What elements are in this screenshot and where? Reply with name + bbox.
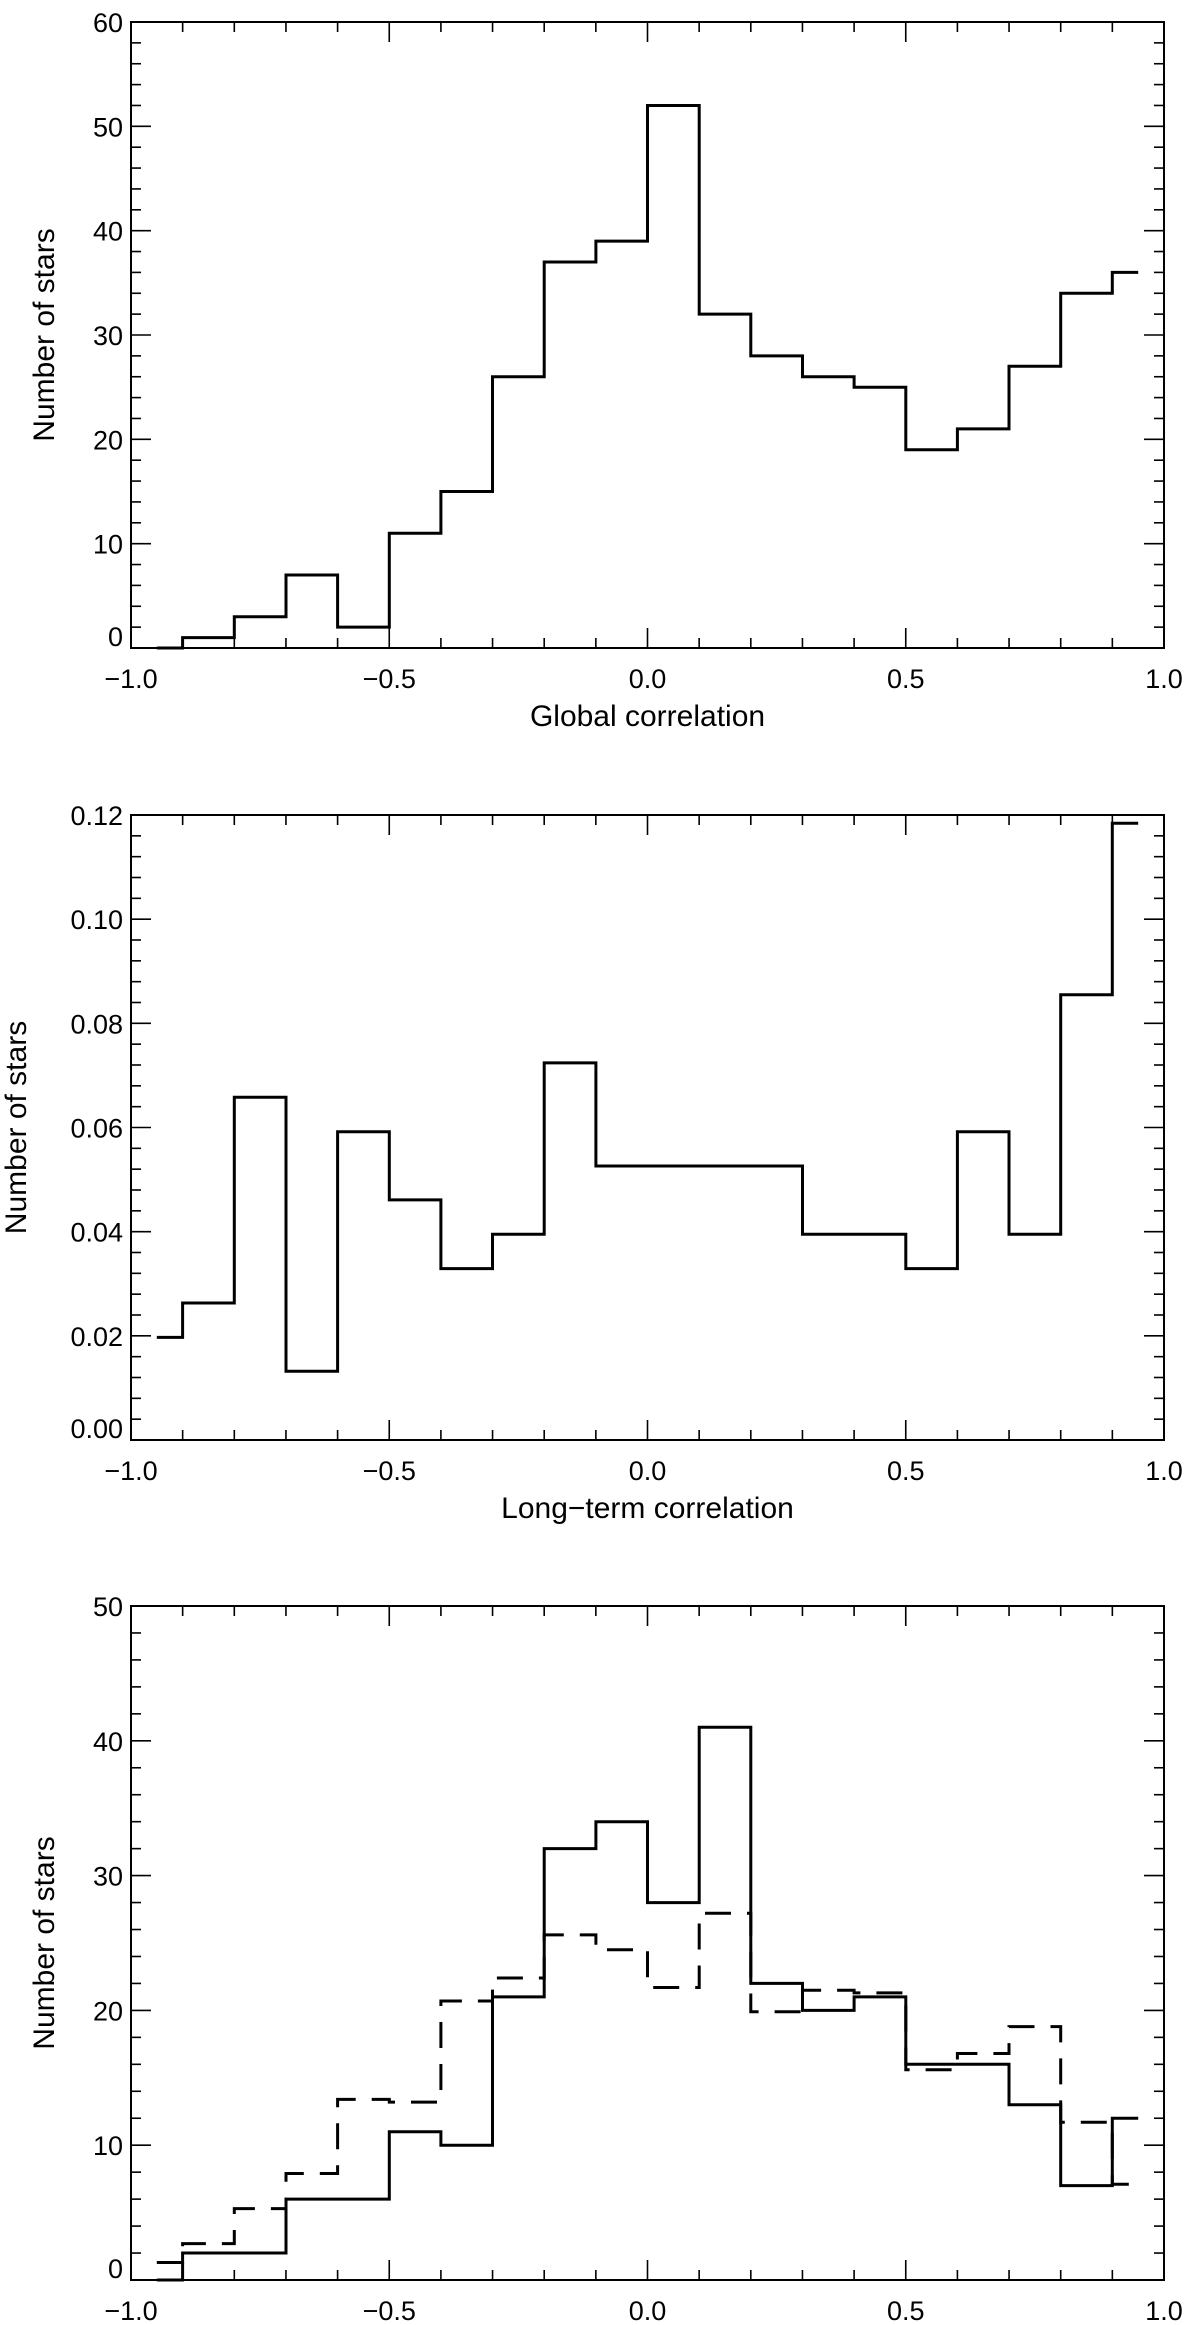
panel-short-term-correlation: −1.0−0.50.00.51.001020304050Short−term c…	[28, 1592, 1183, 2325]
y-tick-label: 50	[93, 112, 123, 142]
x-tick-label: 0.5	[887, 664, 925, 694]
y-tick-label: 40	[93, 217, 123, 247]
x-tick-label: −0.5	[363, 2296, 416, 2325]
x-tick-label: 0.0	[629, 2296, 667, 2325]
y-tick-label: 10	[93, 2131, 123, 2161]
y-axis-label: Number of stars	[28, 228, 61, 441]
y-axis-label: Number of stars	[28, 1836, 61, 2049]
histogram-series-dashed	[156, 1911, 1139, 2264]
y-tick-label: 40	[93, 1727, 123, 1757]
y-tick-label: 0.00	[70, 1414, 123, 1444]
y-tick-label: 30	[93, 321, 123, 351]
x-axis-label: Global correlation	[530, 700, 765, 733]
y-tick-label: 0	[108, 622, 123, 652]
histogram-series-solid	[156, 104, 1139, 650]
y-tick-label: 20	[93, 425, 123, 455]
y-tick-label: 0.04	[70, 1218, 123, 1248]
x-tick-label: 1.0	[1145, 1456, 1183, 1486]
x-axis-label: Long−term correlation	[501, 1492, 794, 1525]
y-tick-label: 10	[93, 530, 123, 560]
panel-global-correlation: −1.0 −0.5 0.0 0.5 1.0 0 10 20 30 40 50 60 Global cor…	[28, 8, 1183, 733]
x-tick-label: 0.0	[629, 664, 667, 694]
y-axis-label: Number of stars	[0, 1021, 33, 1234]
y-tick-label: 30	[93, 1862, 123, 1892]
y-tick-label: 20	[93, 1996, 123, 2026]
x-tick-label: 1.0	[1145, 664, 1183, 694]
x-tick-label: 0.0	[629, 1456, 667, 1486]
x-tick-label: −1.0	[104, 2296, 157, 2325]
x-tick-label: −0.5	[363, 664, 416, 694]
x-tick-label: −1.0	[104, 664, 157, 694]
x-tick-label: −1.0	[104, 1456, 157, 1486]
histogram-series-solid	[156, 1725, 1139, 2282]
y-tick-label: 0.06	[70, 1114, 123, 1144]
y-tick-label: 0.12	[70, 801, 123, 831]
y-tick-label: 0.10	[70, 905, 123, 935]
histogram-series-solid	[156, 821, 1139, 1373]
y-tick-label: 0.02	[70, 1322, 123, 1352]
x-tick-label: 0.5	[887, 1456, 925, 1486]
x-tick-label: 0.5	[887, 2296, 925, 2325]
panel-long-term-correlation: −1.0 −0.5 0.0 0.5 1.0 0.00 0.02 0.04 0.06 0.08 0.1…	[0, 801, 1183, 1525]
y-tick-label: 60	[93, 8, 123, 38]
y-tick-label: 0.08	[70, 1009, 123, 1039]
x-tick-label: −0.5	[363, 1456, 416, 1486]
x-tick-label: 1.0	[1145, 2296, 1183, 2325]
y-tick-label: 50	[93, 1592, 123, 1622]
y-tick-label: 0	[108, 2254, 123, 2284]
